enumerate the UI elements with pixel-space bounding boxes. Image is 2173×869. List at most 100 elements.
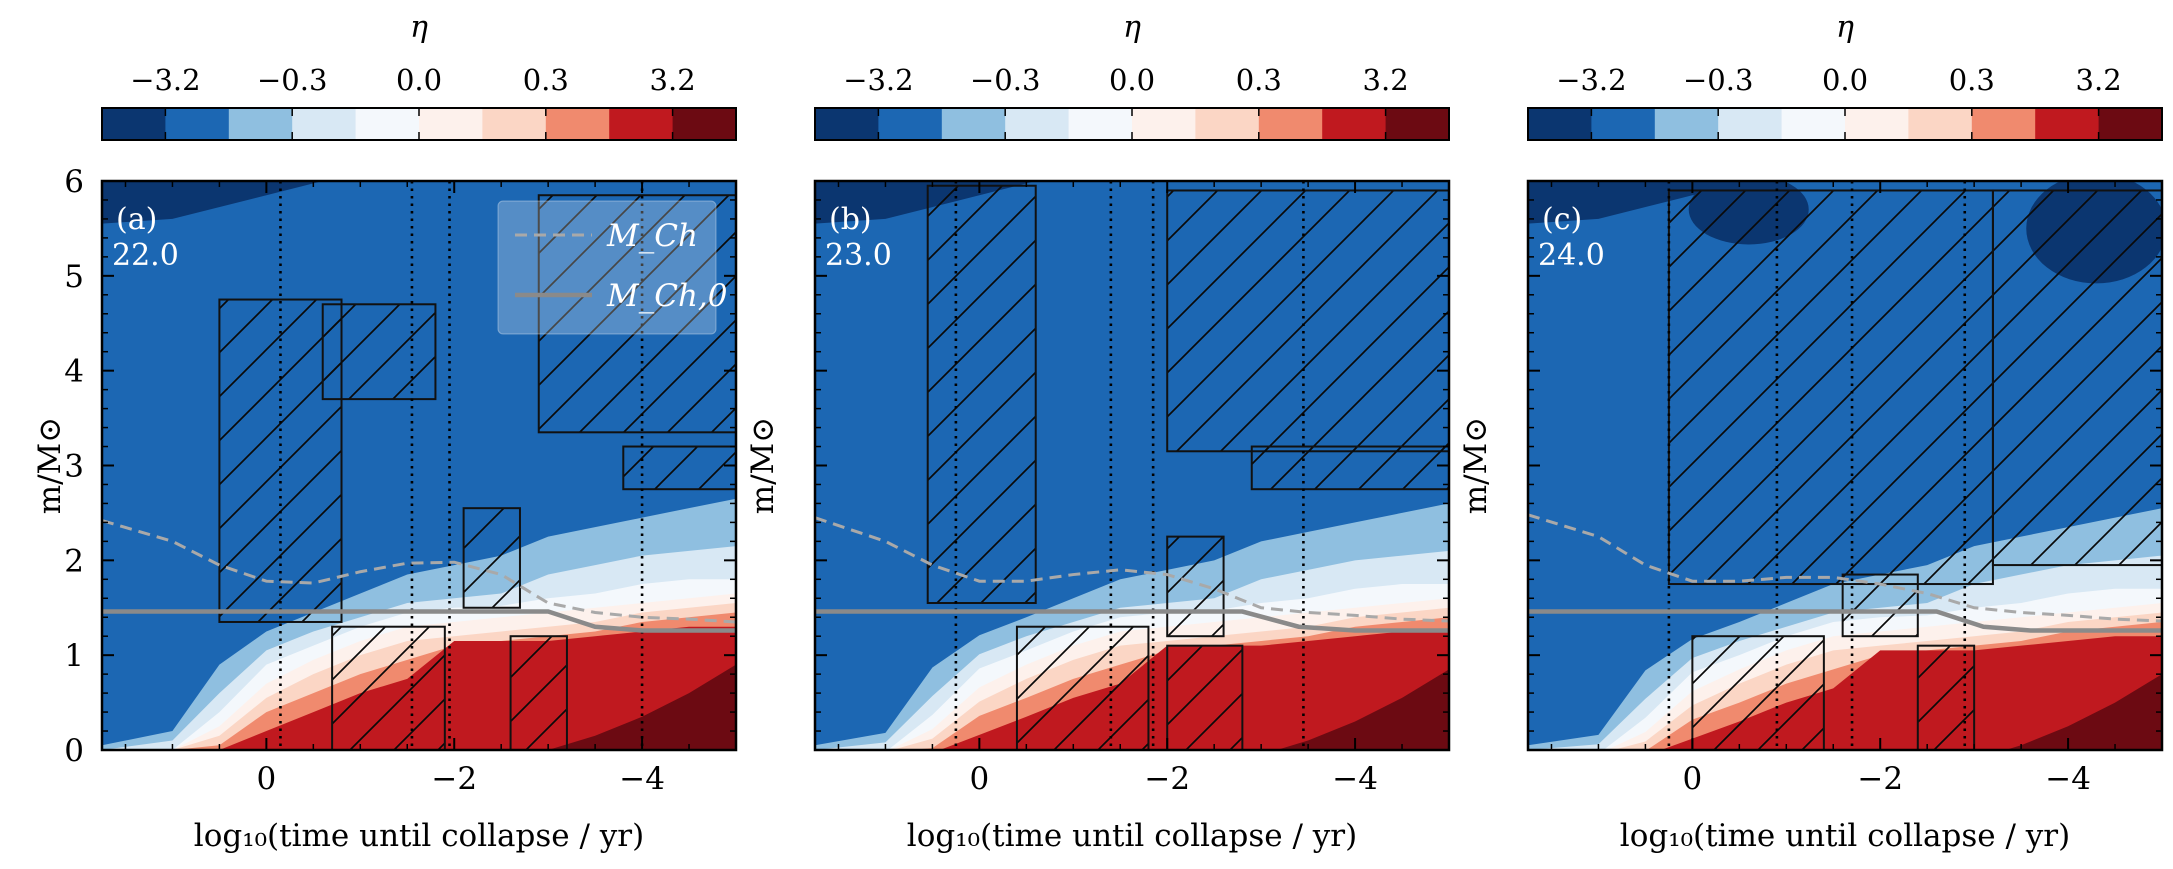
colorbar-tick-label: 3.2: [650, 63, 696, 97]
colorbar-swatch: [1718, 108, 1783, 140]
y-tick-label: 4: [64, 354, 84, 390]
legend-mch-label: M_Ch: [606, 218, 698, 254]
colorbar-swatch: [609, 108, 674, 140]
colorbar-swatch: [815, 108, 879, 140]
mch-curve: [815, 516, 1449, 623]
colorbar-swatch: [1385, 108, 1450, 140]
colorbar-swatch: [1258, 108, 1323, 140]
legend-mch0-label: M_Ch,0: [606, 278, 728, 314]
x-tick-label: −2: [431, 761, 477, 797]
colorbar-tick-label: −0.3: [257, 63, 327, 97]
x-tick-label: −4: [619, 761, 665, 797]
convective-region: [537, 194, 736, 434]
convective-region: [509, 635, 568, 750]
convective-region: [1667, 189, 1994, 586]
panel-label: (c): [1542, 202, 1582, 237]
colorbar-swatch: [1005, 108, 1070, 140]
x-tick-label: 0: [970, 761, 990, 797]
plot-area: [815, 181, 1449, 750]
colorbar-swatch: [1908, 108, 1973, 140]
x-tick-label: 0: [257, 761, 277, 797]
convective-region: [331, 625, 446, 750]
y-axis-label: m/M⊙: [32, 417, 68, 515]
colorbar-tick-label: −0.3: [1683, 63, 1753, 97]
colorbar-tick-label: −3.2: [843, 63, 913, 97]
colorbar-swatch: [1195, 108, 1260, 140]
colorbar-swatch: [878, 108, 943, 140]
panel-label: (b): [829, 202, 872, 237]
panel-3: −3.2 −0.3 0.0 0.3 3.2 η 0 −2 −4 log₁₀(time until …: [1458, 10, 2164, 854]
colorbar-swatch: [292, 108, 357, 140]
mch0-curve: [102, 609, 736, 633]
y-tick-label: 6: [64, 164, 84, 200]
colorbar-tick-label: −3.2: [1556, 63, 1626, 97]
colorbar-tick-label: −3.2: [130, 63, 200, 97]
mass-label: 24.0: [1538, 238, 1605, 273]
colorbar-swatch: [1132, 108, 1196, 140]
eta-band: [1528, 674, 2162, 750]
x-axis-label: log₁₀(time until collapse / yr): [194, 818, 644, 854]
colorbar-swatch: [165, 108, 230, 140]
colorbar: −3.2 −0.3 0.0 0.3 3.2 η: [814, 10, 1450, 141]
colorbar-label: η: [1123, 10, 1141, 45]
colorbar-label: η: [410, 10, 428, 45]
y-tick-label: 3: [64, 449, 84, 485]
colorbar-swatch: [482, 108, 547, 140]
mch0-curve: [1528, 609, 2162, 633]
mass-label: 23.0: [825, 238, 892, 273]
legend: M_Ch M_Ch,0: [497, 200, 728, 335]
x-axis-label: log₁₀(time until collapse / yr): [907, 818, 1357, 854]
colorbar-swatch: [2098, 108, 2163, 140]
colorbar-tick-label: 0.3: [523, 63, 569, 97]
colorbar-tick-label: −0.3: [970, 63, 1040, 97]
colorbar-swatch: [545, 108, 610, 140]
y-tick-label: 2: [64, 543, 84, 579]
colorbar-label: η: [1836, 10, 1854, 45]
colorbar-swatch: [941, 108, 1006, 140]
eta-band: [1528, 636, 2162, 750]
colorbar-tick-label: 0.3: [1236, 63, 1282, 97]
convective-region: [622, 445, 736, 491]
convective-region: [321, 303, 437, 401]
convective-region: [1015, 625, 1150, 750]
colorbar-swatch: [1068, 108, 1133, 140]
colorbar-tick-label: 3.2: [2076, 63, 2122, 97]
y-tick-label: 1: [64, 638, 84, 674]
colorbar-tick-label: 0.0: [1109, 63, 1155, 97]
x-tick-label: 0: [1683, 761, 1703, 797]
x-axis-label: log₁₀(time until collapse / yr): [1620, 818, 2070, 854]
convective-region: [1166, 644, 1244, 750]
x-tick-label: −4: [2045, 761, 2091, 797]
colorbar-swatch: [1971, 108, 2036, 140]
convective-region: [1250, 445, 1449, 491]
mch-curve: [1528, 513, 2162, 623]
eta-band: [815, 669, 1449, 750]
convective-region: [1166, 189, 1449, 453]
eta-band-top: [102, 181, 323, 224]
eta-band: [102, 664, 736, 750]
colorbar-swatch: [1781, 108, 1846, 140]
colorbar-swatch: [1845, 108, 1909, 140]
convective-region: [1991, 189, 2162, 567]
mass-label: 22.0: [112, 238, 179, 273]
colorbar-tick-label: 0.0: [1822, 63, 1868, 97]
colorbar-swatch: [1591, 108, 1656, 140]
colorbar-swatch: [1322, 108, 1387, 140]
panel-2: −3.2 −0.3 0.0 0.3 3.2 η 0 −2 −4 log₁₀(time until …: [745, 10, 1451, 854]
colorbar: −3.2 −0.3 0.0 0.3 3.2 η: [101, 10, 737, 141]
colorbar-swatch: [1528, 108, 1592, 140]
panel-1: −3.2 −0.3 0.0 0.3 3.2 η 0 −2 −4 0 1 2 3 4 5 6 log₁₀(time…: [32, 10, 738, 854]
colorbar: −3.2 −0.3 0.0 0.3 3.2 η: [1527, 10, 2163, 141]
y-axis-label: m/M⊙: [1458, 417, 1494, 515]
panel-label: (a): [116, 202, 157, 237]
colorbar-swatch: [2035, 108, 2100, 140]
colorbar-tick-label: 0.3: [1949, 63, 1995, 97]
convective-region: [462, 507, 521, 609]
mch0-curve: [815, 609, 1449, 633]
convective-region: [926, 184, 1037, 605]
colorbar-tick-label: 3.2: [1363, 63, 1409, 97]
colorbar-swatch: [355, 108, 420, 140]
y-tick-label: 0: [64, 733, 84, 769]
colorbar-swatch: [102, 108, 166, 140]
